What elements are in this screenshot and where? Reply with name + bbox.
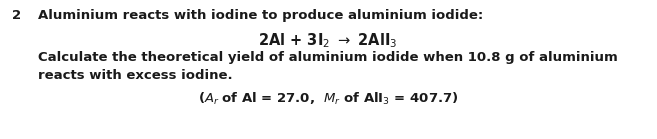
- Text: 2: 2: [12, 9, 21, 22]
- Text: Aluminium reacts with iodine to produce aluminium iodide:: Aluminium reacts with iodine to produce …: [38, 9, 484, 22]
- Text: reacts with excess iodine.: reacts with excess iodine.: [38, 69, 233, 82]
- Text: Calculate the theoretical yield of aluminium iodide when 10.8 g of aluminium: Calculate the theoretical yield of alumi…: [38, 51, 618, 64]
- Text: ($A_r$ of Al = 27.0,  $M_r$ of AlI$_3$ = 407.7): ($A_r$ of Al = 27.0, $M_r$ of AlI$_3$ = …: [198, 91, 458, 107]
- Text: 2Al + 3I$_2$ $\rightarrow$ 2AlI$_3$: 2Al + 3I$_2$ $\rightarrow$ 2AlI$_3$: [258, 31, 397, 50]
